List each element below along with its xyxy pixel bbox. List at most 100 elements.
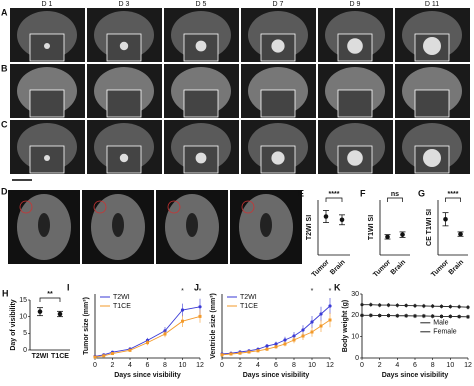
marker <box>111 352 114 356</box>
series-line <box>94 306 201 357</box>
panel-label: K <box>334 282 341 292</box>
marker <box>93 355 97 359</box>
x-tick-label: Brain <box>448 259 466 277</box>
legend-label: Male <box>433 320 448 327</box>
panel-label: B <box>1 63 8 73</box>
day-label: D 3 <box>119 1 130 8</box>
panel-label: E <box>298 188 304 198</box>
y-axis-label: Body weight (g) <box>342 300 349 353</box>
x-tick-label: 10 <box>446 362 454 369</box>
y-tick-label: 30 <box>351 291 359 298</box>
panel-label: D <box>1 186 8 196</box>
y-tick-label: 0 <box>23 347 27 354</box>
marker <box>369 313 373 317</box>
sig-bracket <box>325 197 343 202</box>
marker <box>457 315 461 319</box>
dot <box>443 216 448 222</box>
legend-label: T1CE <box>240 303 258 310</box>
inset <box>29 89 65 118</box>
x-axis-label: Days since visibility <box>114 372 181 379</box>
panel-label: G <box>418 188 425 198</box>
tumor <box>195 152 207 164</box>
marker <box>265 344 269 348</box>
marker <box>256 349 260 353</box>
y-axis-label: Day of visibility <box>10 299 17 350</box>
x-tick-label: 2 <box>238 362 242 369</box>
dot <box>37 309 43 314</box>
marker <box>440 314 443 318</box>
marker <box>360 303 364 307</box>
legend-label: Female <box>433 329 456 336</box>
marker <box>404 314 408 318</box>
marker <box>448 314 452 318</box>
marker <box>319 312 323 316</box>
inset <box>414 89 450 118</box>
ventricle <box>186 213 198 237</box>
x-tick-label: Brain <box>390 259 408 277</box>
annotation: * <box>329 288 332 295</box>
sig-label: ns <box>391 191 399 198</box>
dot <box>57 311 63 317</box>
x-tick-label: 2 <box>378 362 382 369</box>
marker <box>422 314 426 318</box>
marker <box>431 314 435 318</box>
marker <box>292 334 296 338</box>
marker <box>163 332 167 336</box>
x-tick-label: 12 <box>464 362 472 369</box>
dot <box>458 231 463 237</box>
tumor <box>423 149 441 167</box>
y-axis-label: T2WI SI <box>306 215 313 240</box>
x-tick-label: 6 <box>274 362 278 369</box>
x-tick-label: 10 <box>308 362 316 369</box>
tumor <box>271 151 285 165</box>
day-label: D 7 <box>273 1 284 8</box>
x-tick-label: Tumor <box>430 259 450 279</box>
y-tick-label: 20 <box>351 312 359 319</box>
ventricle <box>38 213 50 237</box>
annotation: * <box>181 288 184 295</box>
x-tick-label: 2 <box>111 362 115 369</box>
ventricle <box>260 213 272 237</box>
day-label: D 1 <box>42 1 53 8</box>
x-tick-label: Tumor <box>311 259 331 279</box>
marker <box>146 341 149 345</box>
y-tick-label: 15 <box>19 297 27 304</box>
marker <box>238 351 242 355</box>
x-tick-label: 6 <box>413 362 417 369</box>
x-tick-label: 12 <box>196 362 204 369</box>
marker <box>301 328 305 332</box>
marker <box>466 315 470 319</box>
marker <box>413 314 417 318</box>
marker <box>102 354 106 358</box>
tumor-roi <box>93 200 107 214</box>
ventricle <box>112 213 124 237</box>
marker <box>181 319 184 323</box>
marker <box>413 304 417 308</box>
dot <box>385 234 390 240</box>
y-axis-label: T1WI SI <box>368 215 375 240</box>
marker <box>328 318 332 322</box>
series-line <box>94 315 201 358</box>
marker <box>274 345 278 349</box>
inset <box>106 89 142 118</box>
y-tick-label: 0 <box>355 355 359 362</box>
panel-label: I <box>67 282 70 292</box>
tumor-roi <box>19 200 33 214</box>
panel-label: C <box>1 119 8 129</box>
y-tick-label: 10 <box>351 334 359 341</box>
x-tick-label: 4 <box>395 362 399 369</box>
x-tick-label: 0 <box>220 362 224 369</box>
x-tick-label: T2WI <box>32 353 49 360</box>
x-tick-label: 10 <box>179 362 187 369</box>
legend-label: T2WI <box>113 294 130 301</box>
marker <box>319 324 323 328</box>
x-tick-label: 4 <box>128 362 132 369</box>
sig-bracket <box>445 197 461 202</box>
marker <box>369 303 373 307</box>
x-tick-label: Brain <box>329 259 347 277</box>
legend-label: T1CE <box>113 303 131 310</box>
day-label: D 5 <box>196 1 207 8</box>
panel-label: F <box>360 188 366 198</box>
x-tick-label: Tumor <box>372 259 392 279</box>
marker <box>180 308 185 312</box>
